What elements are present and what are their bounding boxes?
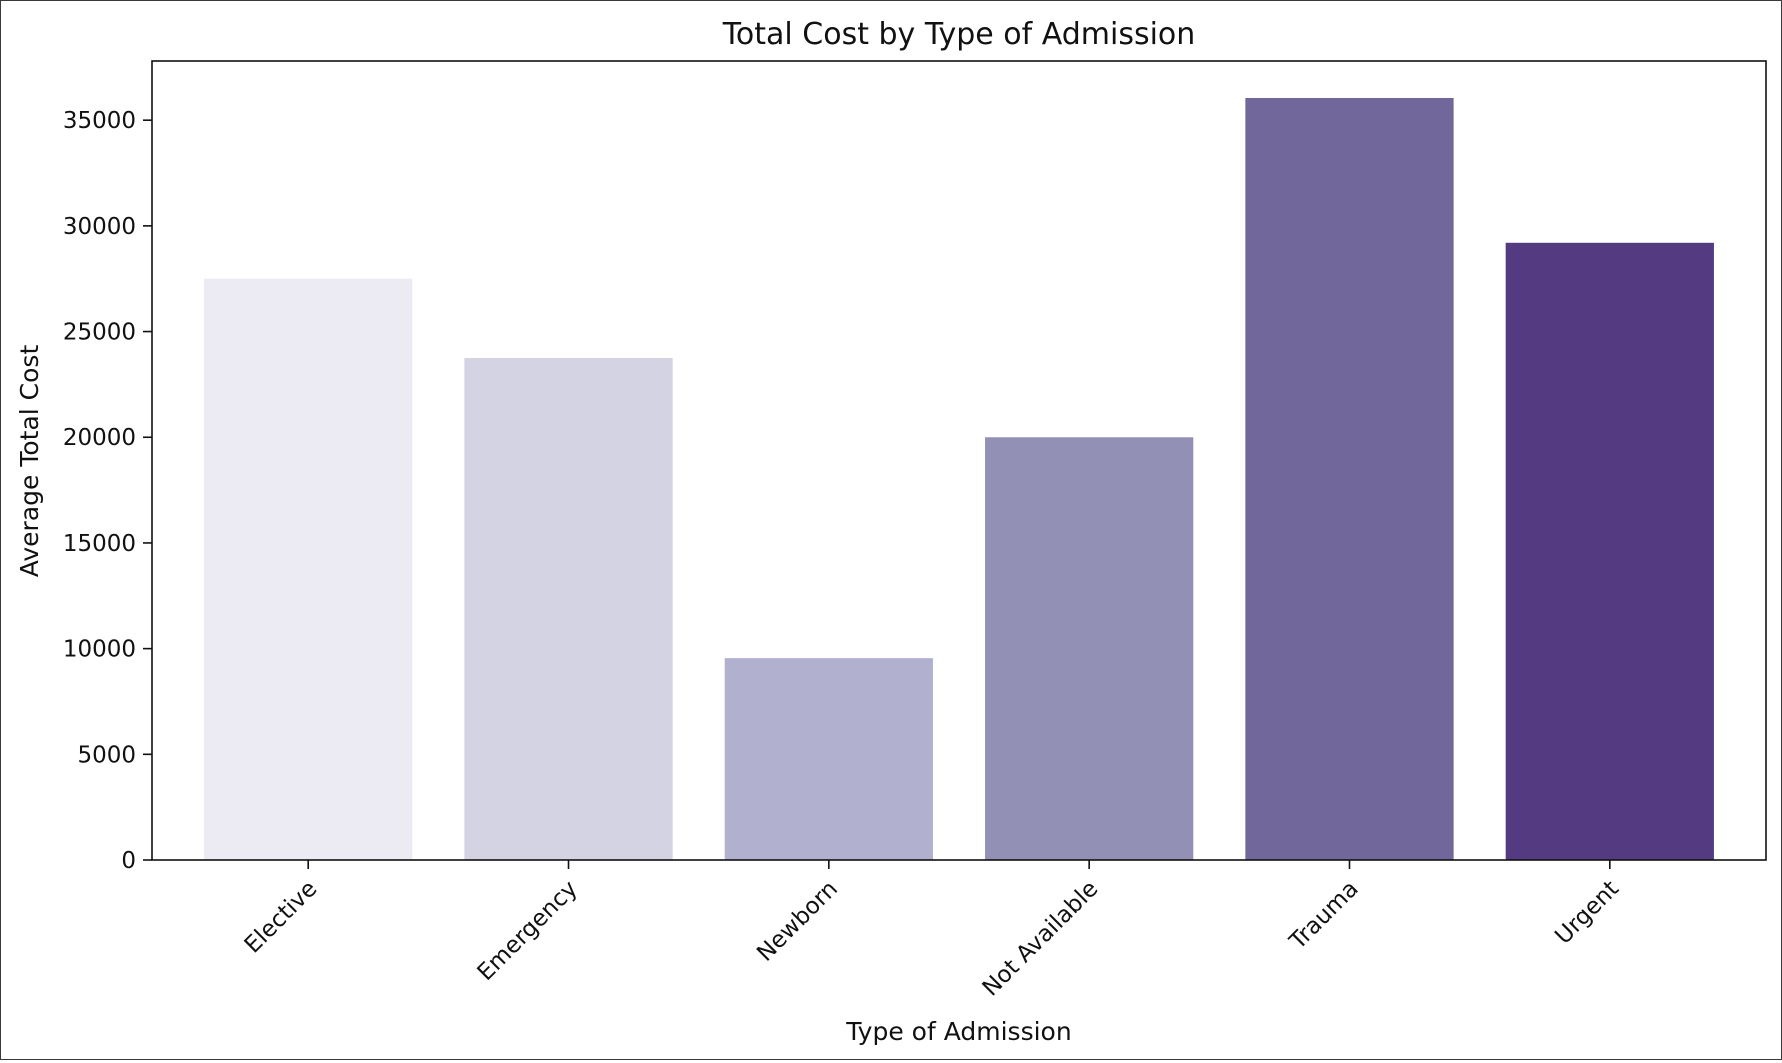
bar-urgent [1505,242,1714,860]
y-tick-label: 30000 [63,214,136,240]
bar-newborn [724,658,933,860]
bar-elective [204,278,413,860]
x-tick-label: Urgent [1550,876,1624,950]
y-tick-label: 5000 [77,742,136,768]
bars-group [204,97,1714,861]
y-tick-label: 15000 [63,531,136,557]
bar-emergency [464,357,673,860]
x-tick-label: Emergency [473,876,583,986]
y-axis-ticks: 0 5000 10000 15000 20000 25000 30000 35000 [63,108,152,874]
x-tick-label: Trauma [1284,876,1363,955]
y-tick-label: 20000 [63,425,136,451]
y-tick-label: 25000 [63,320,136,346]
x-axis-ticks: Elective Emergency Newborn Not Available Tra… [240,860,1624,1002]
y-tick-label: 35000 [63,108,136,134]
bar-trauma [1245,97,1454,861]
y-axis-label: Average Total Cost [15,345,44,578]
y-tick-label: 10000 [63,637,136,663]
x-tick-label: Elective [240,876,323,959]
plot-area-border [151,60,1767,861]
x-tick-label: Not Available [978,876,1104,1002]
x-axis-label: Type of Admission [845,1017,1071,1046]
bar-not-available [985,437,1194,860]
x-tick-label: Newborn [752,876,843,967]
y-tick-label: 0 [121,848,136,874]
chart-title: Total Cost by Type of Admission [722,17,1196,52]
